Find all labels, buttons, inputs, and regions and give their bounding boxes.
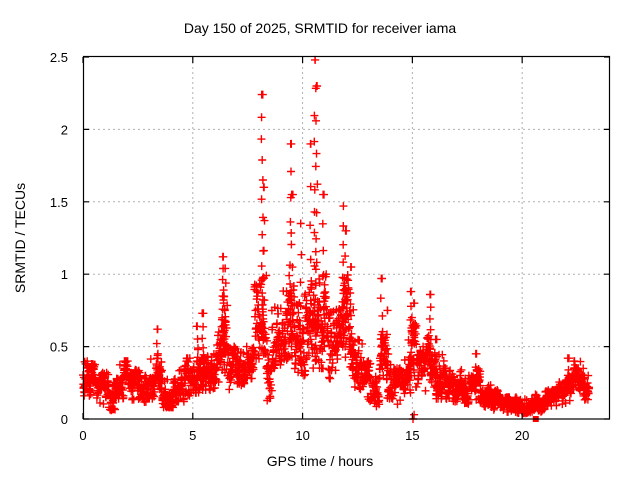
x-axis-label: GPS time / hours bbox=[267, 453, 374, 469]
tick-labels: 0 5 10 15 20 0 0.5 1 1.5 2 2.5 bbox=[50, 50, 529, 443]
grid-lines bbox=[83, 57, 610, 419]
tick-marks-path bbox=[82, 56, 610, 420]
x-tick-label: 0 bbox=[79, 428, 86, 443]
y-tick-label: 1.5 bbox=[50, 195, 68, 210]
x-tick-label: 10 bbox=[295, 428, 309, 443]
y-axis-label: SRMTID / TECUs bbox=[12, 183, 28, 293]
x-tick-label: 5 bbox=[189, 428, 196, 443]
plot-border bbox=[82, 55, 611, 420]
x-tick-label: 20 bbox=[515, 428, 529, 443]
chart-title: Day 150 of 2025, SRMTID for receiver iam… bbox=[184, 20, 457, 36]
y-tick-label: 0.5 bbox=[50, 340, 68, 355]
grid-path bbox=[83, 57, 610, 419]
x-tick-label: 15 bbox=[405, 428, 419, 443]
y-tick-label: 1 bbox=[61, 267, 68, 282]
axis-ticks bbox=[82, 56, 610, 420]
y-tick-label: 2 bbox=[61, 122, 68, 137]
scatter-plus-markers bbox=[79, 55, 593, 423]
y-tick-label: 2.5 bbox=[50, 50, 68, 65]
data-points bbox=[79, 55, 593, 423]
y-tick-label: 0 bbox=[61, 412, 68, 427]
